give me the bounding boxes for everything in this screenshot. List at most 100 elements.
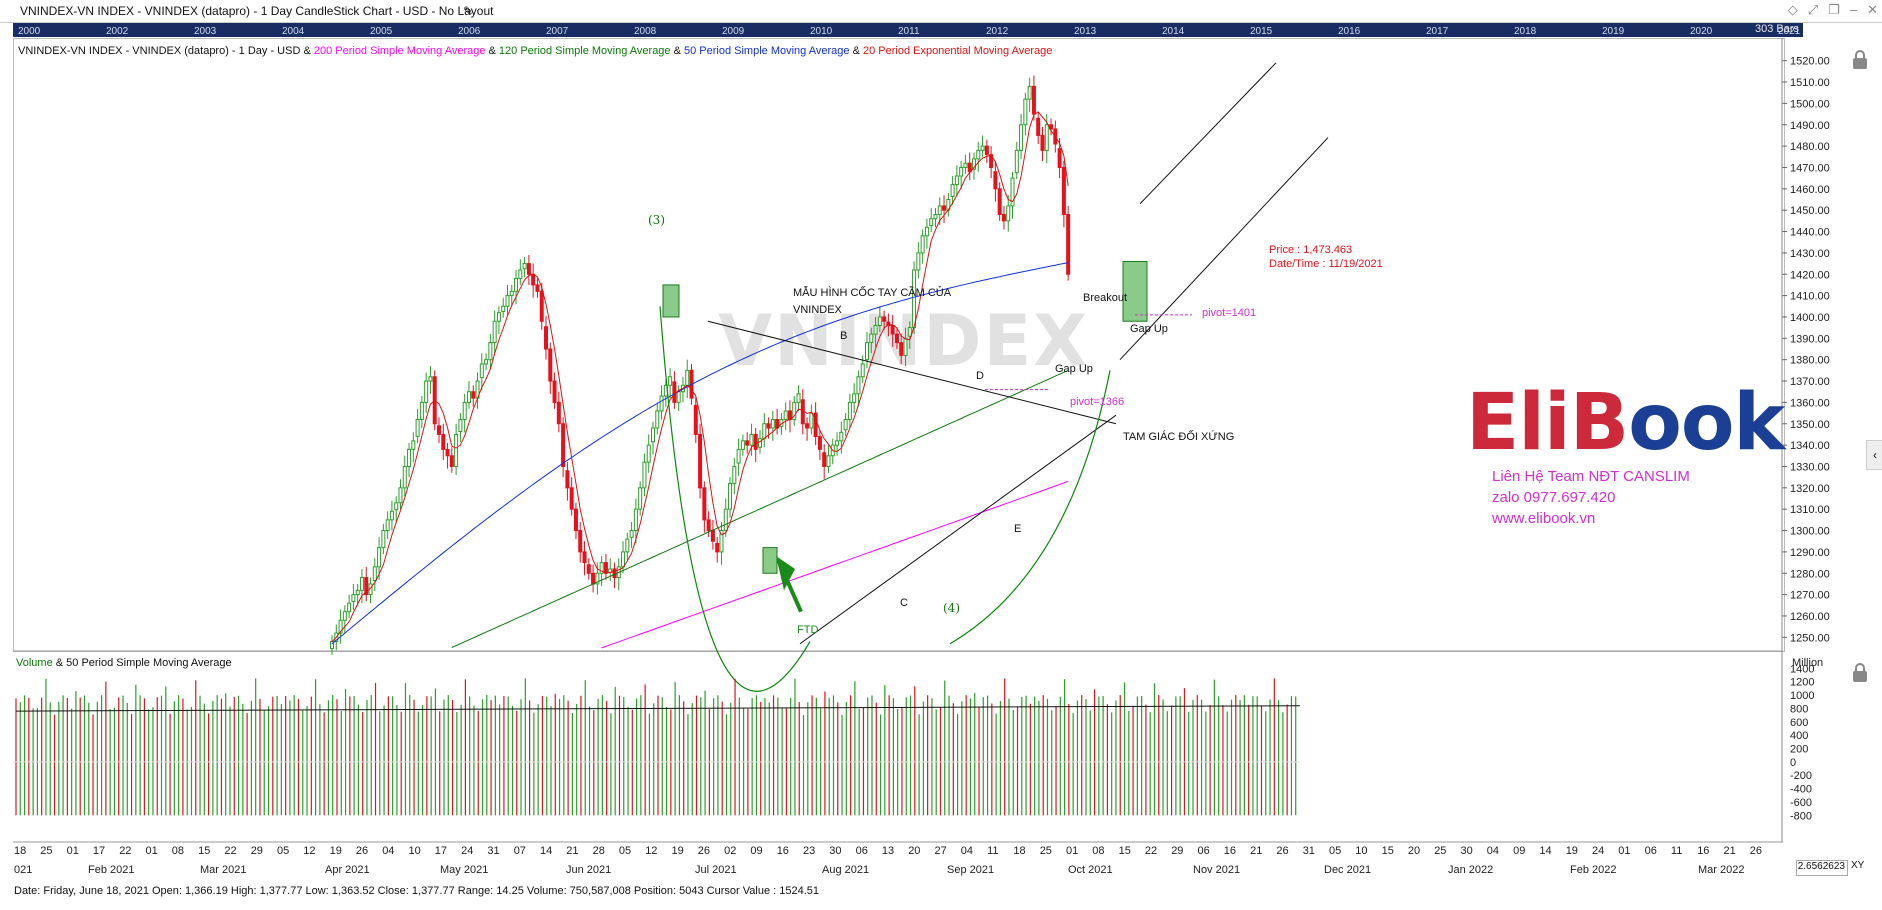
candle-body [377,547,382,568]
candle-body [809,412,814,429]
zoom-input[interactable]: 2.6562623 [1796,860,1848,876]
month-tick-label: Jul 2021 [695,864,737,876]
minimize-icon[interactable]: – [1849,2,1858,17]
candle-body [1031,85,1036,115]
candle-body [852,393,857,403]
candle-body [484,359,489,365]
overview-year-label: 2006 [458,26,481,37]
candle-body [672,381,677,403]
candle-body [770,418,775,429]
volume-sma-line [15,705,1301,712]
candle-body [355,589,360,596]
candle-body [959,166,964,177]
y-tick-label: 1350.00 [1790,419,1830,431]
overview-year-label: 2012 [986,26,1009,37]
candle-body [347,602,352,613]
date-tick-label: 04 [1487,845,1499,857]
pattern-title: VNINDEX [793,304,843,316]
overview-year-label: 2008 [634,26,657,37]
candle-body [535,284,540,292]
pattern-title: MẪU HÌNH CỐC TAY CẦM CỦA [793,285,952,299]
candle-body [817,436,822,450]
overview-timeline[interactable]: 303 Bars [13,23,1803,37]
candle-body [548,348,553,382]
candle-body [539,290,544,322]
candle-body [578,530,583,553]
candle-body [514,278,519,292]
y-tick-label: 1490.00 [1790,120,1830,132]
candle-body [728,483,733,510]
price-readout: Price : 1,473.463 [1269,244,1352,256]
candle-body [582,551,587,564]
overview-year-label: 2005 [370,26,393,37]
candle-body [693,404,698,435]
point-label: C [900,597,908,609]
overview-year-label: 2017 [1426,26,1449,37]
candle-body [441,433,446,450]
y-tick-label: 1370.00 [1790,376,1830,388]
diamond-icon[interactable]: ◇ [1787,2,1798,17]
date-tick-label: 29 [1171,845,1183,857]
date-tick-label: 30 [829,845,841,857]
candle-body [561,423,566,467]
candle-body [839,431,844,442]
collapse-panel-icon[interactable]: ‹ [1866,440,1882,470]
copy-icon[interactable]: ❐ [1828,2,1840,17]
gap-up-label: Gap Up [1055,363,1093,375]
overview-year-label: 2016 [1338,26,1361,37]
close-icon[interactable]: ✕ [1867,2,1878,17]
candle-body [359,577,364,591]
date-tick-label: 15 [1119,845,1131,857]
candle-body [381,530,386,549]
candle-body [869,333,874,344]
candle-body [552,380,557,403]
candle-body [411,440,416,450]
candle-body [766,423,771,429]
date-tick-label: 26 [698,845,710,857]
candle-body [933,213,938,220]
y-tick-label: 1290.00 [1790,547,1830,559]
edit-icon[interactable]: ✎ [463,4,474,18]
volume-tick-label: 1000 [1790,690,1814,702]
candle-body [736,448,741,464]
candle-body [1006,205,1011,222]
date-tick-label: 01 [1618,845,1630,857]
candle-body [595,572,600,585]
candle-body [398,487,403,504]
y-tick-label: 1510.00 [1790,77,1830,89]
date-tick-label: 05 [277,845,289,857]
date-tick-label: 23 [803,845,815,857]
date-tick-label: 09 [750,845,762,857]
month-tick-label: Feb 2022 [1570,864,1616,876]
month-tick-label: May 2021 [440,864,488,876]
candle-body [629,530,634,538]
month-tick-label: Sep 2021 [947,864,994,876]
candle-body [805,423,810,429]
date-tick-label: 11 [987,845,998,857]
date-tick-label: 21 [566,845,578,857]
legend-ema20: 20 Period Exponential Moving Average [862,45,1053,57]
month-tick-label: Feb 2021 [88,864,134,876]
volume-legend-rest: & 50 Period Simple Moving Average [52,657,232,669]
candle-body [488,342,493,361]
candle-body [531,273,536,286]
candle-body [1057,148,1062,168]
xy-toggle[interactable]: XY [1851,860,1865,871]
gap-up-label: Gap Up [1130,323,1168,335]
resistance-trendline [707,320,1117,425]
cup-curve-right [949,370,1111,645]
fullscreen-icon[interactable]: ⤢ [1807,2,1819,17]
candle-body [877,316,882,327]
candle-body [437,425,441,435]
volume-tick-label: 1200 [1790,677,1814,689]
overview-year-label: 2010 [810,26,833,37]
candle-body [621,551,626,568]
candle-body [385,519,390,532]
candle-body [454,433,459,467]
date-tick-label: 01 [67,845,79,857]
candle-body [924,226,929,237]
ftd-highlight-box [762,547,778,574]
candle-body [526,263,531,275]
date-tick-label: 14 [540,845,552,857]
